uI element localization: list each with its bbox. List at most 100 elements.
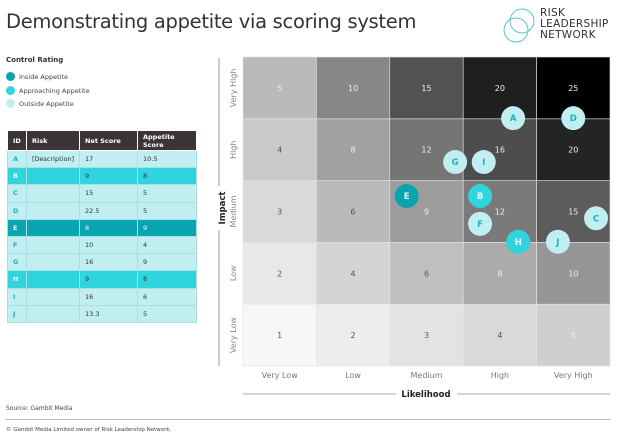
risk-marker-f bbox=[468, 211, 493, 236]
risk-marker-b bbox=[468, 184, 493, 209]
table-row: J 13.3 5 bbox=[7, 304, 197, 323]
cell-score: 4 bbox=[277, 146, 282, 155]
cell-score: 8 bbox=[351, 146, 356, 155]
table-row: A [Description] 17 10.5 bbox=[7, 149, 197, 169]
legend-title: Control Rating bbox=[6, 56, 64, 64]
cell-score: 10 bbox=[568, 269, 578, 278]
cell-score: 4 bbox=[351, 269, 356, 278]
cell-score: 2 bbox=[277, 269, 282, 278]
heatmap-cell bbox=[242, 118, 317, 181]
cell-score: 15 bbox=[421, 84, 431, 93]
y-tick-label: Medium bbox=[229, 195, 238, 227]
table-row: D 22.5 5 bbox=[7, 201, 197, 220]
risk-marker-i bbox=[471, 150, 496, 175]
x-tick-label: Medium bbox=[411, 371, 443, 380]
y-tick-label: Low bbox=[229, 265, 238, 281]
cell-score: 8 bbox=[497, 269, 502, 278]
logo-line: LEADERSHIP bbox=[540, 18, 609, 30]
heatmap-cell bbox=[242, 56, 317, 120]
y-tick-label: Very Low bbox=[229, 317, 238, 354]
heatmap-cell bbox=[389, 56, 464, 120]
risk-marker-g bbox=[443, 150, 468, 175]
cell-score: 4 bbox=[497, 331, 502, 340]
x-tick-label: Very High bbox=[554, 371, 593, 380]
heatmap-cell bbox=[316, 56, 391, 120]
risk-marker-label: A bbox=[510, 114, 517, 124]
cell-appetite: 5 bbox=[137, 304, 197, 323]
heatmap-cell bbox=[536, 242, 611, 305]
heatmap-cell bbox=[316, 303, 391, 367]
risk-marker-label: H bbox=[515, 238, 522, 248]
x-tick-label: High bbox=[491, 371, 509, 380]
risk-marker-label: D bbox=[570, 114, 577, 124]
cell-score: 9 bbox=[424, 208, 429, 217]
table-row: I 16 6 bbox=[7, 287, 197, 306]
inside-dot-icon bbox=[6, 72, 15, 81]
table-row: F 10 4 bbox=[7, 235, 197, 255]
risk-marker-label: E bbox=[404, 192, 410, 202]
risk-marker-a bbox=[501, 106, 526, 131]
cell-score: 6 bbox=[351, 208, 356, 217]
risk-marker-label: I bbox=[482, 158, 485, 168]
cell-score: 2 bbox=[351, 331, 356, 340]
page-title: Demonstrating appetite via scoring syste… bbox=[6, 10, 417, 33]
y-tick-label: Very High bbox=[229, 69, 238, 108]
cell-score: 5 bbox=[571, 331, 576, 340]
heatmap-cell bbox=[316, 180, 391, 243]
logo-line: NETWORK bbox=[540, 29, 596, 41]
cell-score: 1 bbox=[277, 331, 282, 340]
legend-label: Approaching Appetite bbox=[19, 86, 90, 95]
risk-marker-d bbox=[561, 106, 586, 131]
risk-marker-h bbox=[506, 229, 531, 254]
approaching-dot-icon bbox=[6, 86, 15, 95]
divider bbox=[6, 419, 610, 420]
source-note: Source: Gambit Media bbox=[6, 405, 73, 412]
heatmap-cell bbox=[242, 180, 317, 243]
risk-marker-e bbox=[394, 184, 419, 209]
cell-score: 20 bbox=[568, 146, 578, 155]
risk-marker-label: F bbox=[477, 220, 483, 230]
heatmap-cell bbox=[536, 303, 611, 367]
risk-marker-label: C bbox=[593, 214, 599, 224]
risk-table: ID Risk Net Score Appetite Score A [Descr… bbox=[7, 130, 197, 323]
outside-dot-icon bbox=[6, 99, 15, 108]
cell-appetite: 10.5 bbox=[137, 149, 197, 169]
cell-score: 20 bbox=[495, 84, 505, 93]
y-tick-label: High bbox=[229, 141, 238, 159]
heatmap-cell bbox=[462, 303, 537, 367]
cell-score: 25 bbox=[568, 84, 578, 93]
heatmap-cell bbox=[462, 56, 537, 120]
cell-score: 3 bbox=[424, 331, 429, 340]
logo-line: RISK bbox=[540, 7, 566, 19]
legend-approaching: Approaching Appetite bbox=[6, 86, 90, 95]
heatmap-cell bbox=[242, 303, 317, 367]
cell-score: 5 bbox=[277, 84, 282, 93]
logo-text: RISK LEADERSHIP NETWORK bbox=[540, 8, 609, 41]
x-tick-label: Very Low bbox=[262, 371, 299, 380]
cell-score: 6 bbox=[424, 269, 429, 278]
table-row: G 16 9 bbox=[7, 253, 197, 272]
cell-score: 10 bbox=[348, 84, 358, 93]
legend-label: Inside Appetite bbox=[19, 72, 69, 81]
cell-score: 16 bbox=[495, 146, 505, 155]
y-axis-title: Impact bbox=[218, 192, 228, 225]
risk-marker-label: G bbox=[452, 158, 459, 168]
header-appetite-score: Appetite Score bbox=[137, 130, 197, 151]
risk-marker-label: J bbox=[555, 238, 559, 248]
cell-appetite: 8 bbox=[137, 167, 197, 186]
cell-score: 12 bbox=[495, 208, 505, 217]
x-tick-label: Low bbox=[345, 371, 361, 380]
x-axis-title: Likelihood bbox=[401, 390, 450, 400]
copyright: © Gambit Media Limited owner of Risk Lea… bbox=[6, 427, 172, 433]
logo-rings-icon bbox=[503, 8, 535, 43]
risk-marker-label: B bbox=[477, 192, 483, 202]
cell-score: 3 bbox=[277, 208, 282, 217]
cell-score: 12 bbox=[421, 146, 431, 155]
heatmap-cell bbox=[242, 242, 317, 305]
risk-marker-j bbox=[545, 229, 570, 254]
legend-outside: Outside Appetite bbox=[6, 99, 74, 108]
cell-score: 15 bbox=[568, 208, 578, 217]
